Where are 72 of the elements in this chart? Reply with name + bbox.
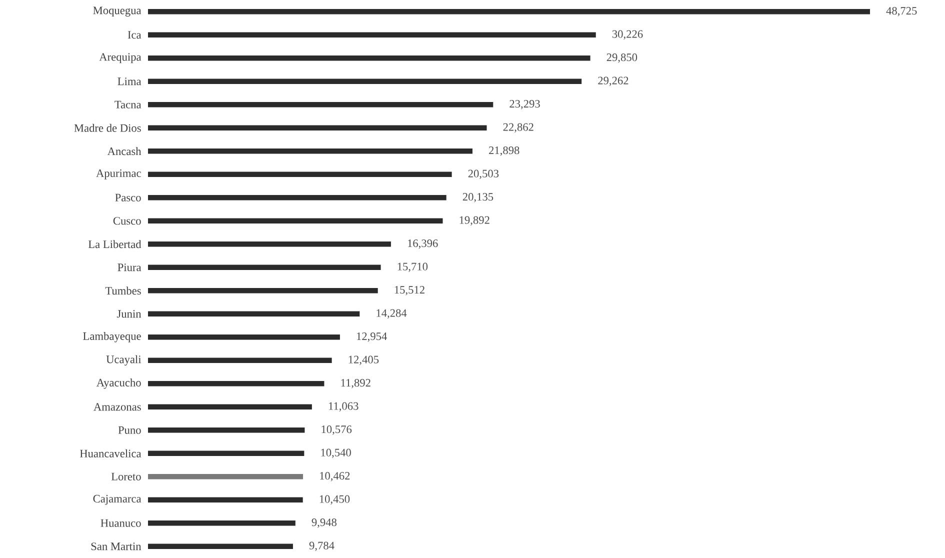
y-tick-label: Huancavelica — [80, 449, 142, 458]
bar — [148, 427, 305, 433]
data-label: 14,284 — [376, 309, 407, 319]
y-tick-label: Cusco — [113, 217, 141, 225]
bar — [148, 78, 582, 84]
bar — [148, 288, 378, 294]
data-label: 29,850 — [606, 54, 638, 63]
data-label: 30,226 — [612, 30, 643, 40]
y-tick-label: Ucayali — [106, 355, 142, 366]
y-tick-label: Arequipa — [99, 53, 142, 64]
y-tick-label: Ayacucho — [96, 378, 141, 389]
y-tick-label: Tacna — [114, 100, 142, 108]
data-label: 22,862 — [503, 123, 534, 133]
bar — [148, 241, 391, 247]
data-label: 15,512 — [394, 286, 424, 296]
data-label: 19,892 — [460, 216, 490, 226]
bar — [148, 264, 381, 270]
data-label: 11,892 — [341, 379, 370, 388]
bar — [148, 8, 870, 14]
y-tick-label: Tumbes — [105, 286, 141, 295]
data-label: 9,948 — [312, 518, 337, 528]
bar — [148, 544, 293, 550]
data-label: 12,405 — [348, 356, 379, 366]
bar — [148, 497, 303, 503]
y-tick-label: Pasco — [115, 194, 141, 202]
data-label: 16,396 — [408, 240, 438, 249]
data-label: 21,898 — [489, 146, 520, 156]
bar — [148, 194, 446, 200]
data-label: 48,725 — [886, 7, 917, 16]
bar — [148, 450, 304, 456]
bar — [148, 380, 324, 386]
y-tick-label: La Libertad — [88, 240, 142, 248]
y-tick-label: Moquegua — [93, 6, 142, 17]
data-label: 9,784 — [309, 542, 334, 552]
y-tick-label: Ancash — [107, 147, 142, 156]
bar — [148, 311, 360, 317]
bar — [148, 125, 487, 131]
bar — [148, 520, 296, 526]
y-tick-label: Puno — [118, 426, 141, 434]
bar — [148, 404, 312, 410]
data-label: 10,540 — [321, 448, 351, 458]
data-label: 20,135 — [462, 193, 494, 202]
data-label: 10,450 — [320, 495, 350, 505]
bar — [148, 218, 443, 224]
bar — [148, 32, 596, 38]
y-tick-label: Lambayeque — [83, 332, 141, 342]
y-tick-label: Piura — [118, 264, 142, 272]
y-tick-label: Lima — [118, 78, 142, 86]
data-label: 10,576 — [322, 426, 352, 435]
y-tick-label: San Martin — [91, 542, 142, 550]
bar — [148, 148, 472, 154]
bar — [148, 334, 340, 340]
data-label: 15,710 — [398, 262, 428, 272]
y-tick-label: Madre de Dios — [74, 124, 141, 132]
data-label: 10,462 — [320, 472, 350, 482]
bar — [148, 102, 494, 108]
y-tick-label: Junin — [116, 310, 142, 318]
y-tick-label: Ica — [128, 31, 142, 39]
bar — [148, 55, 590, 61]
bar — [148, 172, 452, 178]
y-tick-label: Apurimac — [96, 169, 141, 180]
data-label: 20,503 — [468, 170, 499, 180]
data-label: 23,293 — [510, 100, 540, 110]
y-tick-label: Cajamarca — [93, 494, 142, 505]
y-tick-label: Loreto — [111, 472, 141, 480]
bar — [148, 474, 304, 480]
y-tick-label: Amazonas — [94, 403, 141, 411]
data-label: 12,954 — [356, 332, 387, 342]
data-label: 11,063 — [328, 402, 358, 412]
data-label: 29,262 — [598, 76, 628, 86]
bar — [148, 358, 332, 364]
y-tick-label: Huanuco — [100, 519, 141, 527]
